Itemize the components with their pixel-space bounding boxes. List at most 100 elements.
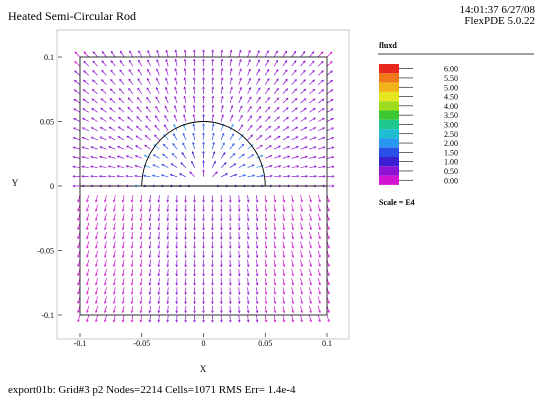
flux-arrow [237, 296, 241, 305]
flux-arrow [121, 222, 125, 231]
flux-arrow [220, 204, 223, 213]
flux-arrow [82, 98, 90, 104]
flux-arrow [157, 296, 161, 305]
flux-arrow [121, 287, 125, 295]
flux-arrow [211, 314, 214, 323]
flux-arrow [155, 105, 160, 113]
flux-arrow [154, 124, 160, 131]
flux-arrow [300, 107, 307, 113]
flux-arrow [309, 70, 315, 76]
flux-arrow [163, 133, 169, 141]
flux-arrow [166, 250, 170, 259]
flux-arrow [86, 222, 90, 231]
legend-level: 4.00 [444, 102, 458, 111]
flux-arrow [121, 241, 125, 249]
flux-arrow [173, 105, 178, 113]
flux-arrow [174, 95, 178, 104]
flux-arrow [220, 142, 225, 150]
legend-level: 2.50 [444, 130, 458, 139]
flux-arrow [112, 222, 116, 231]
flux-arrow [300, 296, 304, 304]
flux-arrow [184, 195, 187, 203]
flux-arrow [326, 127, 335, 132]
legend-level: 6.00 [444, 65, 458, 74]
flux-arrow [157, 213, 161, 222]
flux-arrow [228, 305, 232, 314]
flux-arrow [130, 241, 134, 249]
flux-arrow [92, 79, 98, 85]
flux-arrow [156, 49, 160, 58]
flux-arrow [164, 114, 169, 122]
flux-arrow [173, 133, 178, 141]
flux-arrow [112, 278, 116, 286]
flux-arrow [282, 145, 290, 150]
y-tick-label: 0.05 [40, 118, 54, 127]
flux-arrow [192, 141, 196, 150]
flux-arrow [291, 268, 295, 277]
flux-arrow [109, 97, 116, 104]
flux-arrow [74, 79, 81, 85]
flux-arrow [134, 155, 142, 159]
flux-arrow [152, 164, 160, 168]
flux-arrow [326, 117, 334, 122]
flux-arrow [136, 106, 143, 113]
flux-arrow [116, 174, 125, 178]
flux-arrow [317, 231, 321, 240]
flux-arrow [166, 296, 170, 305]
flux-arrow [255, 241, 259, 249]
flux-arrow [318, 165, 326, 169]
status-footer: export01b: Grid#3 p2 Nodes=2214 Cells=10… [8, 384, 296, 396]
flux-arrow [255, 250, 259, 259]
flux-arrow [300, 155, 308, 159]
flux-arrow [246, 296, 250, 305]
flux-arrow [300, 278, 304, 286]
flux-arrow [202, 113, 205, 122]
flux-arrow [300, 127, 308, 132]
flux-arrow [165, 58, 169, 67]
flux-arrow [229, 133, 234, 141]
flux-arrow [282, 107, 289, 113]
flux-arrow [291, 278, 295, 286]
legend-level: 3.50 [444, 111, 458, 120]
flux-arrow [121, 278, 125, 286]
flux-arrow [300, 250, 304, 258]
flux-arrow [147, 59, 151, 67]
flux-arrow [192, 104, 196, 113]
flux-arrow [103, 231, 107, 240]
flux-arrow [99, 127, 107, 132]
flux-arrow [273, 204, 277, 212]
flux-arrow [192, 49, 196, 58]
flux-arrow [228, 278, 232, 286]
flux-arrow [309, 136, 317, 141]
flux-arrow [121, 250, 125, 258]
flux-arrow [282, 97, 289, 104]
flux-arrow [247, 115, 253, 122]
flux-arrow [163, 124, 169, 131]
flux-arrow [112, 250, 116, 258]
flux-arrow [184, 241, 187, 249]
flux-arrow [237, 278, 241, 286]
flux-arrow [273, 165, 282, 168]
flux-arrow [265, 164, 273, 168]
flux-arrow [193, 296, 196, 305]
flux-arrow [282, 259, 286, 268]
flux-arrow [291, 126, 299, 132]
flux-arrow [139, 314, 143, 323]
flux-arrow [202, 123, 205, 131]
flux-arrow [228, 204, 232, 213]
flux-arrow [309, 287, 312, 295]
flux-arrow [121, 296, 125, 305]
flux-arrow [211, 86, 215, 94]
flux-arrow [247, 134, 253, 141]
flux-arrow [317, 241, 321, 249]
flux-arrow [202, 77, 205, 85]
legend-swatch [379, 147, 399, 157]
flux-arrow [175, 305, 179, 314]
scale-label: Scale = E4 [379, 198, 415, 207]
flux-arrow [256, 96, 261, 104]
flux-arrow [95, 305, 98, 314]
flux-arrow [317, 195, 321, 203]
flux-arrow [192, 113, 196, 122]
flux-arrow [237, 195, 241, 203]
flux-arrow [202, 58, 205, 67]
